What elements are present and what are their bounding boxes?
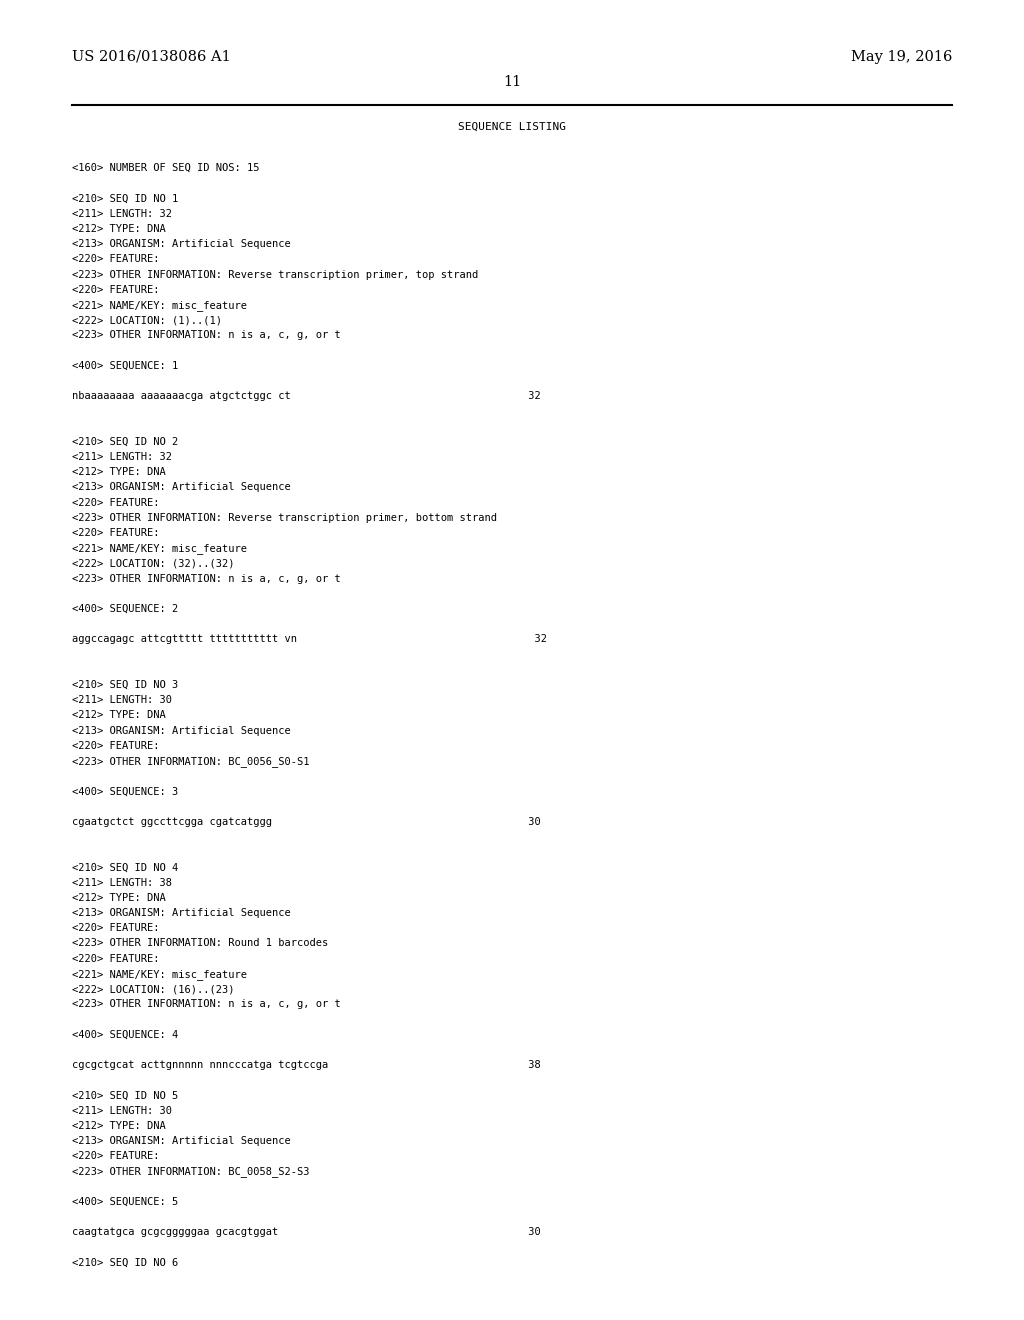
Text: <222> LOCATION: (32)..(32): <222> LOCATION: (32)..(32) [72,558,234,569]
Text: <223> OTHER INFORMATION: BC_0058_S2-S3: <223> OTHER INFORMATION: BC_0058_S2-S3 [72,1167,309,1177]
Text: <400> SEQUENCE: 2: <400> SEQUENCE: 2 [72,605,178,614]
Text: <212> TYPE: DNA: <212> TYPE: DNA [72,892,166,903]
Text: <223> OTHER INFORMATION: n is a, c, g, or t: <223> OTHER INFORMATION: n is a, c, g, o… [72,330,341,341]
Text: SEQUENCE LISTING: SEQUENCE LISTING [458,121,566,132]
Text: <221> NAME/KEY: misc_feature: <221> NAME/KEY: misc_feature [72,969,247,979]
Text: <211> LENGTH: 30: <211> LENGTH: 30 [72,1106,172,1115]
Text: May 19, 2016: May 19, 2016 [851,50,952,63]
Text: <220> FEATURE:: <220> FEATURE: [72,923,160,933]
Text: <210> SEQ ID NO 6: <210> SEQ ID NO 6 [72,1258,178,1267]
Text: <213> ORGANISM: Artificial Sequence: <213> ORGANISM: Artificial Sequence [72,239,291,249]
Text: <220> FEATURE:: <220> FEATURE: [72,498,160,508]
Text: <212> TYPE: DNA: <212> TYPE: DNA [72,710,166,721]
Text: <212> TYPE: DNA: <212> TYPE: DNA [72,467,166,478]
Text: <222> LOCATION: (1)..(1): <222> LOCATION: (1)..(1) [72,315,222,325]
Text: <160> NUMBER OF SEQ ID NOS: 15: <160> NUMBER OF SEQ ID NOS: 15 [72,164,259,173]
Text: cgcgctgcat acttgnnnnn nnncccatga tcgtccga                                38: cgcgctgcat acttgnnnnn nnncccatga tcgtccg… [72,1060,541,1071]
Text: <223> OTHER INFORMATION: Round 1 barcodes: <223> OTHER INFORMATION: Round 1 barcode… [72,939,329,948]
Text: <210> SEQ ID NO 4: <210> SEQ ID NO 4 [72,862,178,873]
Text: <220> FEATURE:: <220> FEATURE: [72,741,160,751]
Text: 11: 11 [503,75,521,88]
Text: nbaaaaaaaa aaaaaaacga atgctctggc ct                                      32: nbaaaaaaaa aaaaaaacga atgctctggc ct 32 [72,391,541,401]
Text: <210> SEQ ID NO 5: <210> SEQ ID NO 5 [72,1090,178,1101]
Text: <221> NAME/KEY: misc_feature: <221> NAME/KEY: misc_feature [72,544,247,554]
Text: <220> FEATURE:: <220> FEATURE: [72,953,160,964]
Text: <212> TYPE: DNA: <212> TYPE: DNA [72,224,166,234]
Text: <223> OTHER INFORMATION: n is a, c, g, or t: <223> OTHER INFORMATION: n is a, c, g, o… [72,999,341,1010]
Text: <211> LENGTH: 32: <211> LENGTH: 32 [72,209,172,219]
Text: <213> ORGANISM: Artificial Sequence: <213> ORGANISM: Artificial Sequence [72,482,291,492]
Text: aggccagagc attcgttttt ttttttttttt vn                                      32: aggccagagc attcgttttt ttttttttttt vn 32 [72,635,547,644]
Text: <211> LENGTH: 30: <211> LENGTH: 30 [72,696,172,705]
Text: <400> SEQUENCE: 1: <400> SEQUENCE: 1 [72,360,178,371]
Text: <212> TYPE: DNA: <212> TYPE: DNA [72,1121,166,1131]
Text: <220> FEATURE:: <220> FEATURE: [72,528,160,539]
Text: <221> NAME/KEY: misc_feature: <221> NAME/KEY: misc_feature [72,300,247,312]
Text: caagtatgca gcgcgggggaa gcacgtggat                                        30: caagtatgca gcgcgggggaa gcacgtggat 30 [72,1228,541,1237]
Text: <223> OTHER INFORMATION: n is a, c, g, or t: <223> OTHER INFORMATION: n is a, c, g, o… [72,574,341,583]
Text: <211> LENGTH: 32: <211> LENGTH: 32 [72,451,172,462]
Text: <210> SEQ ID NO 1: <210> SEQ ID NO 1 [72,194,178,203]
Text: <223> OTHER INFORMATION: Reverse transcription primer, top strand: <223> OTHER INFORMATION: Reverse transcr… [72,269,478,280]
Text: <210> SEQ ID NO 3: <210> SEQ ID NO 3 [72,680,178,690]
Text: <210> SEQ ID NO 2: <210> SEQ ID NO 2 [72,437,178,446]
Text: <400> SEQUENCE: 3: <400> SEQUENCE: 3 [72,787,178,796]
Text: <223> OTHER INFORMATION: BC_0056_S0-S1: <223> OTHER INFORMATION: BC_0056_S0-S1 [72,756,309,767]
Text: <400> SEQUENCE: 5: <400> SEQUENCE: 5 [72,1197,178,1206]
Text: cgaatgctct ggccttcgga cgatcatggg                                         30: cgaatgctct ggccttcgga cgatcatggg 30 [72,817,541,826]
Text: US 2016/0138086 A1: US 2016/0138086 A1 [72,50,230,63]
Text: <213> ORGANISM: Artificial Sequence: <213> ORGANISM: Artificial Sequence [72,908,291,917]
Text: <220> FEATURE:: <220> FEATURE: [72,255,160,264]
Text: <211> LENGTH: 38: <211> LENGTH: 38 [72,878,172,887]
Text: <220> FEATURE:: <220> FEATURE: [72,1151,160,1162]
Text: <222> LOCATION: (16)..(23): <222> LOCATION: (16)..(23) [72,983,234,994]
Text: <400> SEQUENCE: 4: <400> SEQUENCE: 4 [72,1030,178,1040]
Text: <213> ORGANISM: Artificial Sequence: <213> ORGANISM: Artificial Sequence [72,1137,291,1146]
Text: <220> FEATURE:: <220> FEATURE: [72,285,160,294]
Text: <213> ORGANISM: Artificial Sequence: <213> ORGANISM: Artificial Sequence [72,726,291,735]
Text: <223> OTHER INFORMATION: Reverse transcription primer, bottom strand: <223> OTHER INFORMATION: Reverse transcr… [72,512,497,523]
